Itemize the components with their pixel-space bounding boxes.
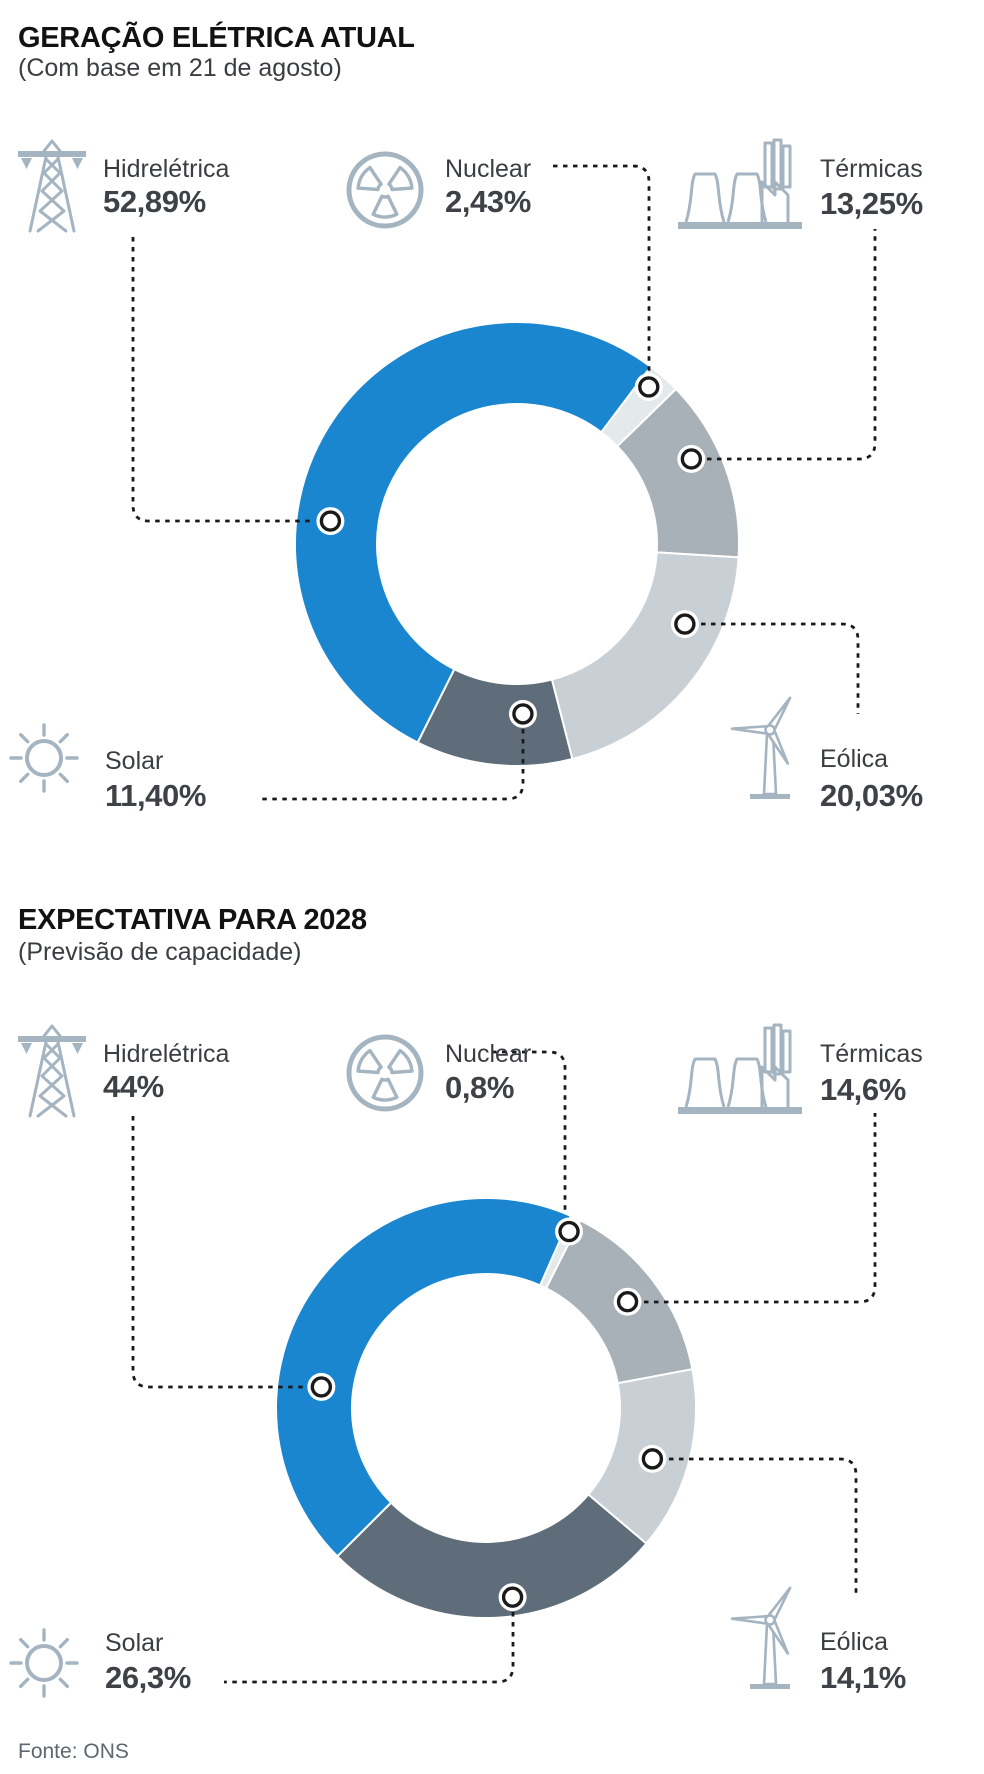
source-credit: Fonte: ONS: [18, 1740, 129, 1763]
legend-value-hidreletrica: 52,89%: [103, 184, 206, 219]
legend-label-hidreletrica: Hidrelétrica: [103, 155, 230, 183]
callout-connector-hidrelétrica: [131, 1116, 305, 1389]
legend-value-nuclear-2028: 0,8%: [445, 1070, 515, 1105]
legend-label-termicas: Térmicas: [820, 155, 923, 183]
legend-value-hidreletrica-2028: 44%: [103, 1069, 164, 1104]
callout-marker-nuclear: [638, 376, 660, 398]
legend-label-eolica: Eólica: [820, 745, 889, 773]
donut-slice-eólica: [550, 551, 740, 760]
callout-marker-solar: [501, 1586, 524, 1608]
legend-value-eolica-2028: 14,1%: [820, 1660, 906, 1695]
callout-marker-hidrelétrica: [310, 1376, 333, 1398]
callout-marker-nuclear: [558, 1220, 580, 1243]
legend-label-solar-2028: Solar: [105, 1629, 164, 1657]
section-title-2028: EXPECTATIVA PARA 2028: [18, 904, 367, 936]
callout-marker-solar: [512, 703, 534, 725]
legend-value-termicas-2028: 14,6%: [820, 1072, 906, 1107]
legend-label-termicas-2028: Térmicas: [820, 1040, 923, 1068]
transmission-tower-icon: [16, 138, 88, 234]
callout-marker-hidrelétrica: [319, 510, 342, 532]
legend-value-solar: 11,40%: [105, 778, 207, 813]
legend-label-solar: Solar: [105, 747, 164, 775]
legend-value-nuclear: 2,43%: [445, 184, 531, 219]
transmission-tower-icon: [16, 1023, 88, 1119]
section-subtitle-2028: (Previsão de capacidade): [18, 938, 302, 966]
sun-icon: [6, 712, 82, 798]
legend-value-termicas: 13,25%: [820, 186, 923, 221]
wind-turbine-icon: [714, 1580, 814, 1692]
legend-value-solar-2028: 26,3%: [105, 1660, 191, 1695]
callout-connector-hidrelétrica: [131, 237, 314, 523]
legend-label-hidreletrica-2028: Hidrelétrica: [103, 1040, 230, 1068]
callout-connector-solar: [261, 729, 525, 801]
wind-turbine-icon: [714, 690, 814, 802]
callout-marker-eólica: [674, 613, 696, 635]
thermal-plant-icon: [678, 138, 802, 232]
legend-label-nuclear: Nuclear: [445, 155, 532, 183]
legend-value-eolica: 20,03%: [820, 778, 923, 813]
callout-marker-térmicas: [680, 448, 703, 470]
thermal-plant-icon: [678, 1023, 802, 1117]
callout-marker-eólica: [641, 1448, 664, 1470]
radiation-icon: [343, 1031, 427, 1115]
section-subtitle-atual: (Com base em 21 de agosto): [18, 54, 342, 82]
sun-icon: [6, 1617, 82, 1703]
section-title-atual: GERAÇÃO ELÉTRICA ATUAL: [18, 22, 415, 54]
callout-connector-eólica: [701, 622, 860, 714]
callout-connector-térmicas: [644, 1113, 877, 1304]
radiation-icon: [343, 148, 427, 232]
callout-connector-nuclear: [553, 164, 651, 372]
donut-slice-hidrelétrica: [294, 321, 652, 744]
legend-label-eolica-2028: Eólica: [820, 1628, 889, 1656]
callout-connector-eólica: [669, 1457, 858, 1597]
callout-marker-térmicas: [616, 1291, 639, 1313]
callout-connector-térmicas: [707, 229, 877, 461]
donut-slice-hidrelétrica: [275, 1197, 572, 1558]
callout-connector-solar: [224, 1612, 515, 1684]
legend-label-nuclear-2028: Nuclear: [445, 1040, 532, 1068]
callout-connector-nuclear: [492, 1050, 567, 1214]
donut-slice-solar: [336, 1493, 648, 1619]
